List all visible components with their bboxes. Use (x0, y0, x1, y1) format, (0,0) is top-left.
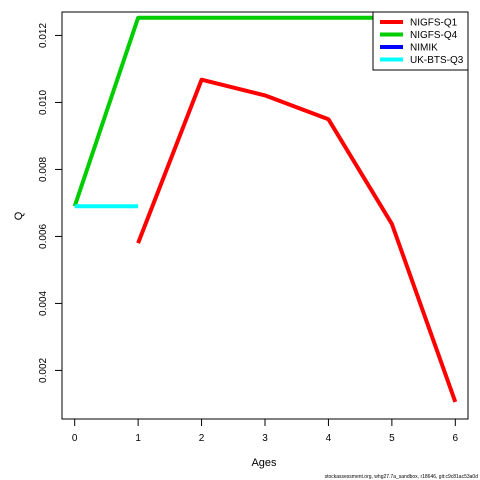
y-tick-label: 0.002 (38, 357, 49, 382)
y-tick-label: 0.010 (38, 89, 49, 114)
x-tick-label: 6 (453, 433, 459, 444)
y-tick-label: 0.004 (38, 290, 49, 315)
x-axis-label: Ages (251, 457, 277, 469)
y-axis: 0.002 0.004 0.006 0.008 0.010 0.012 (38, 23, 63, 383)
series-line-nigfs-q1 (136, 77, 458, 403)
footer-stamp: stockassessment.org, whg27.7a_sandbox, r… (325, 474, 479, 480)
x-tick-label: 2 (199, 433, 205, 444)
x-tick-label: 5 (389, 433, 395, 444)
x-tick-label: 4 (326, 433, 332, 444)
y-tick-label: 0.012 (38, 23, 49, 48)
y-tick-label: 0.006 (38, 223, 49, 248)
x-tick-label: 1 (135, 433, 141, 444)
y-tick-label: 0.008 (38, 156, 49, 181)
x-tick-label: 0 (72, 433, 78, 444)
x-axis: 0 1 2 3 4 5 6 (72, 418, 459, 444)
legend-label-nimik: NIMIK (410, 43, 438, 54)
y-axis-label: Q (13, 211, 25, 220)
x-tick-label: 3 (262, 433, 268, 444)
legend-label-nigfs-q4: NIGFS-Q4 (410, 30, 458, 41)
legend-label-nigfs-q1: NIGFS-Q1 (410, 18, 458, 29)
legend-label-uk-bts-q3: UK-BTS-Q3 (410, 55, 464, 66)
